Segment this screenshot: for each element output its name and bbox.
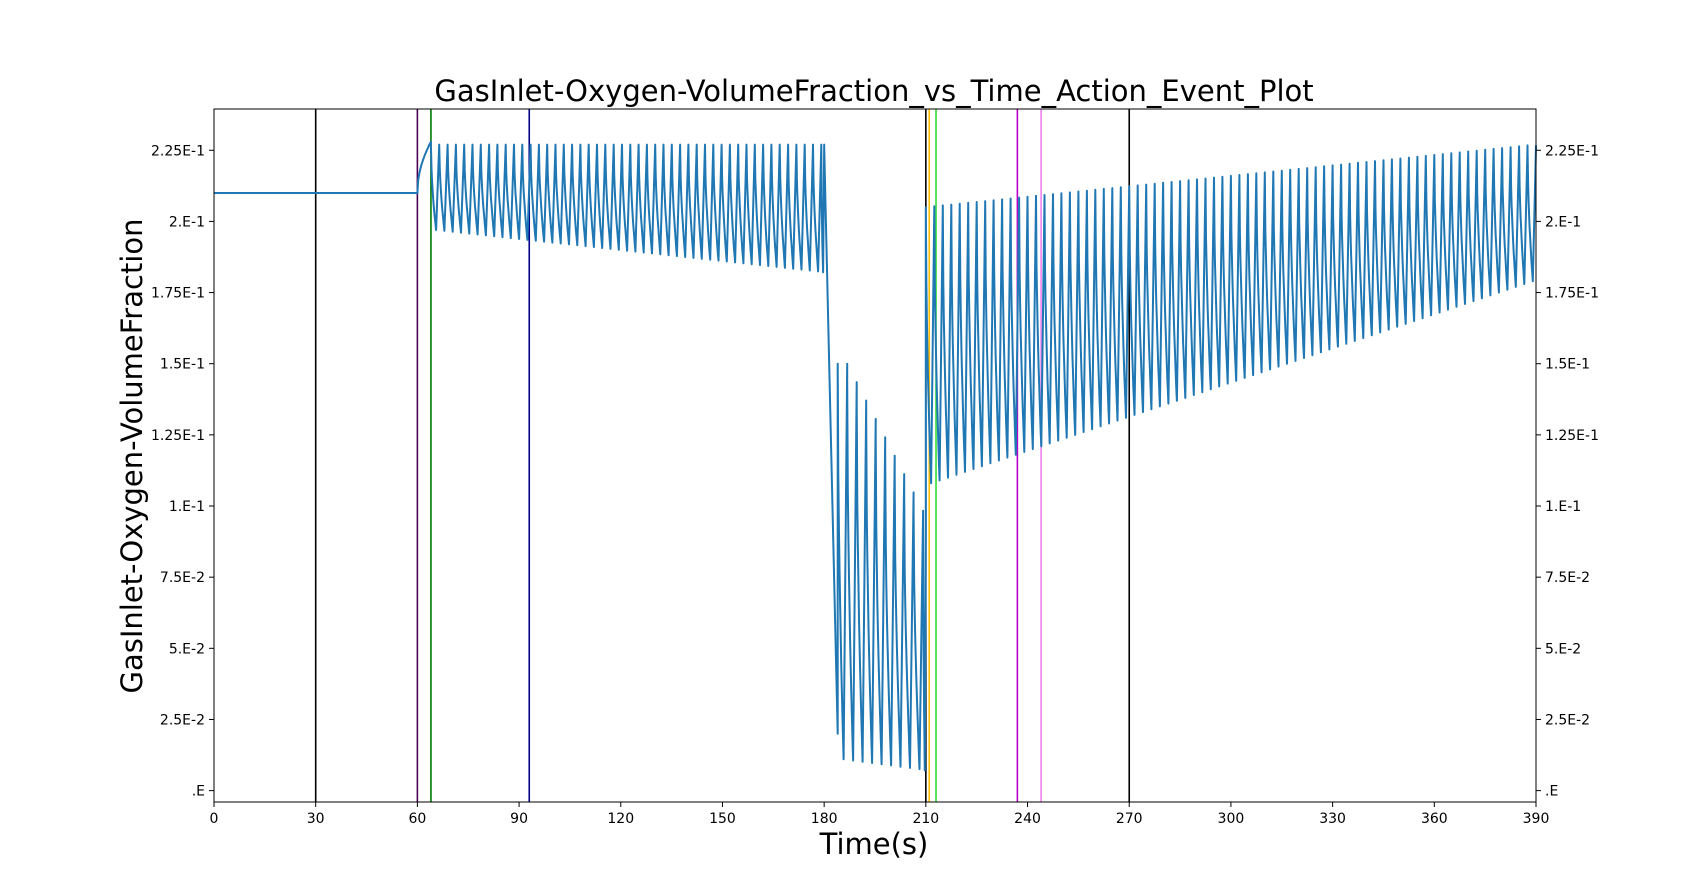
x-tick-label: 390 (1523, 811, 1550, 827)
y-axis-left: .E 2.5E-2 5.E-2 7.5E-2 1.E-1 1.25E-1 1.5E-1 1.7… (151, 143, 214, 800)
y-tick-label-right: 1.75E-1 (1545, 286, 1599, 302)
x-tick-label: 180 (811, 811, 838, 827)
x-tick-label: 240 (1014, 811, 1041, 827)
y-tick-label-left: 5.E-2 (169, 641, 205, 657)
y-tick-label-left: 1.25E-1 (151, 428, 205, 444)
y-axis-right: .E 2.5E-2 5.E-2 7.5E-2 1.E-1 1.25E-1 1.5E-1 1.7… (1536, 143, 1599, 800)
y-tick-label-right: .E (1545, 784, 1558, 800)
y-tick-label-right: 2.E-1 (1545, 214, 1581, 230)
y-tick-label-right: 1.25E-1 (1545, 428, 1599, 444)
y-tick-label-left: 2.E-1 (169, 214, 205, 230)
y-tick-label-right: 1.E-1 (1545, 499, 1581, 515)
chart-title: GasInlet-Oxygen-VolumeFraction_vs_Time_A… (434, 74, 1313, 108)
y-tick-label-left: 2.25E-1 (151, 143, 205, 159)
y-tick-label-right: 2.25E-1 (1545, 143, 1599, 159)
y-tick-label-left: 1.5E-1 (160, 357, 205, 373)
x-axis-label: Time(s) (819, 827, 929, 861)
y-tick-label-left: 1.E-1 (169, 499, 205, 515)
y-axis-label: GasInlet-Oxygen-VolumeFraction (115, 219, 149, 694)
x-axis: 0 30 60 90 120 150 180 210 240 270 300 330 360 390 (210, 802, 1550, 827)
series-line (214, 140, 1537, 772)
y-tick-label-left: 1.75E-1 (151, 286, 205, 302)
x-tick-label: 210 (912, 811, 939, 827)
x-tick-label: 0 (210, 811, 219, 827)
y-tick-label-right: 2.5E-2 (1545, 712, 1590, 728)
x-tick-label: 90 (510, 811, 528, 827)
y-tick-label-left: 7.5E-2 (160, 570, 205, 586)
y-tick-label-right: 7.5E-2 (1545, 570, 1590, 586)
x-tick-label: 150 (709, 811, 736, 827)
y-tick-label-right: 5.E-2 (1545, 641, 1581, 657)
x-tick-label: 120 (607, 811, 634, 827)
x-tick-label: 300 (1218, 811, 1245, 827)
x-tick-label: 60 (408, 811, 426, 827)
y-tick-label-left: .E (192, 784, 205, 800)
plot-frame (213, 108, 1537, 803)
x-tick-label: 270 (1116, 811, 1143, 827)
series-layer (214, 140, 1537, 772)
x-tick-label: 360 (1421, 811, 1448, 827)
x-tick-label: 330 (1319, 811, 1346, 827)
y-tick-label-left: 2.5E-2 (160, 712, 205, 728)
x-tick-label: 30 (307, 811, 325, 827)
y-tick-label-right: 1.5E-1 (1545, 357, 1590, 373)
